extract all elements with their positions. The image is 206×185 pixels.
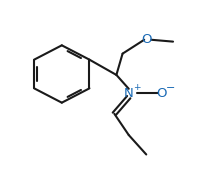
Text: −: − xyxy=(166,83,175,93)
Text: O: O xyxy=(157,87,167,100)
Text: O: O xyxy=(141,33,151,46)
Text: +: + xyxy=(133,83,140,92)
Text: N: N xyxy=(124,87,134,100)
